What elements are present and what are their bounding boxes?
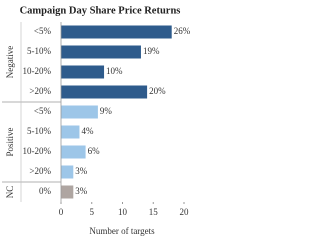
x-tick-label: 15 [149,207,159,217]
bar [61,185,74,199]
value-label: 9% [100,106,113,116]
bar [61,125,80,139]
bar [61,85,148,99]
group-label: Negative [5,46,15,78]
y-tick-label: >20% [29,86,51,96]
y-tick-label: 10-20% [23,66,52,76]
x-tick-label: 20 [180,207,190,217]
x-tick-label: 5 [90,207,95,217]
chart-title: Campaign Day Share Price Returns [20,5,181,16]
y-tick-label: <5% [34,106,52,116]
value-label: 6% [88,146,101,156]
value-label: 26% [174,26,191,36]
x-tick-label: 10 [118,207,128,217]
y-tick-label: 5-10% [27,46,51,56]
bar [61,105,98,119]
bar [61,25,172,39]
value-label: 19% [143,46,160,56]
value-label: 10% [106,66,123,76]
value-label: 20% [149,86,166,96]
y-tick-label: >20% [29,166,51,176]
value-label: 3% [75,186,88,196]
bar [61,65,105,79]
bar [61,145,86,159]
value-label: 3% [75,166,88,176]
y-tick-label: 0% [39,186,52,196]
y-tick-label: 10-20% [23,146,52,156]
x-axis-title: Number of targets [89,226,155,236]
x-tick-label: 0 [59,207,64,217]
bar [61,45,141,59]
group-label: Positive [5,127,15,156]
chart: Campaign Day Share Price Returns Number … [2,5,191,236]
bar [61,165,74,179]
y-tick-label: 5-10% [27,126,51,136]
value-label: 4% [81,126,94,136]
y-tick-label: <5% [34,26,52,36]
group-label: NC [5,186,15,199]
